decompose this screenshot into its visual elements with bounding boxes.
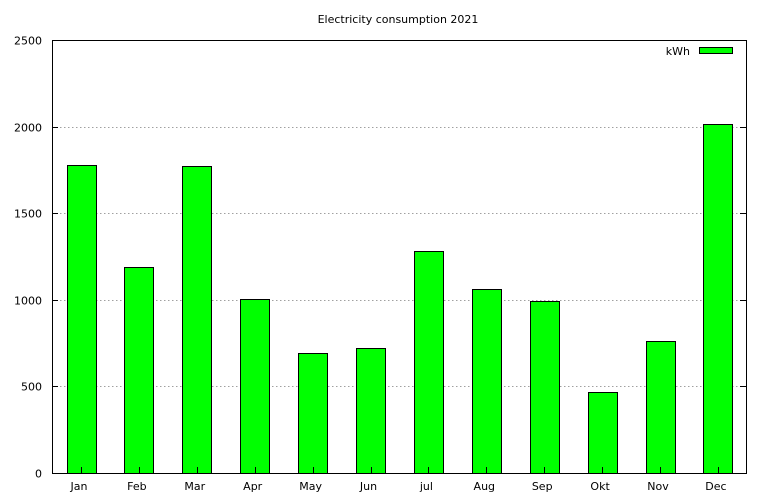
y-tick-label-500: 500 <box>21 381 42 394</box>
x-tick-label-jul: jul <box>419 480 433 493</box>
x-tick-label-sep: Sep <box>532 480 553 493</box>
bar-jul <box>414 251 444 474</box>
x-tick-label-may: May <box>299 480 322 493</box>
bar-apr <box>240 299 270 474</box>
bar-mar <box>182 166 212 474</box>
bar-nov <box>646 341 676 474</box>
bar-jan <box>67 165 97 474</box>
x-tick-label-apr: Apr <box>243 480 263 493</box>
y-tick-label-1500: 1500 <box>14 208 42 221</box>
legend-swatch-kwh <box>699 47 733 54</box>
x-tick-label-mar: Mar <box>184 480 205 493</box>
plot-frame <box>52 40 747 474</box>
y-tick-label-0: 0 <box>35 468 42 481</box>
y-axis-ticks: 0 500 1000 1500 2000 2500 <box>14 35 746 481</box>
bar-okt <box>588 392 618 474</box>
x-tick-label-feb: Feb <box>127 480 146 493</box>
x-tick-label-dec: Dec <box>705 480 726 493</box>
bar-may <box>298 353 328 474</box>
x-tick-label-jan: Jan <box>70 480 88 493</box>
bar-sep <box>530 301 560 474</box>
x-tick-label-nov: Nov <box>647 480 669 493</box>
bar-dec <box>703 124 733 474</box>
chart-title: Electricity consumption 2021 <box>318 13 479 26</box>
x-axis-ticks: Jan Feb Mar Apr May Jun jul Aug Sep Okt Nov Dec <box>70 467 727 493</box>
bar-jun <box>356 348 386 474</box>
x-tick-label-okt: Okt <box>590 480 610 493</box>
bar-feb <box>124 267 154 474</box>
legend-label-kwh: kWh <box>666 45 690 58</box>
y-tick-label-2500: 2500 <box>14 35 42 48</box>
grid-lines <box>52 127 746 387</box>
bars <box>67 124 733 474</box>
x-tick-label-jun: Jun <box>359 480 377 493</box>
y-tick-label-2000: 2000 <box>14 122 42 135</box>
x-tick-label-aug: Aug <box>474 480 495 493</box>
bar-aug <box>472 289 502 474</box>
legend: kWh <box>666 45 733 58</box>
y-tick-label-1000: 1000 <box>14 295 42 308</box>
